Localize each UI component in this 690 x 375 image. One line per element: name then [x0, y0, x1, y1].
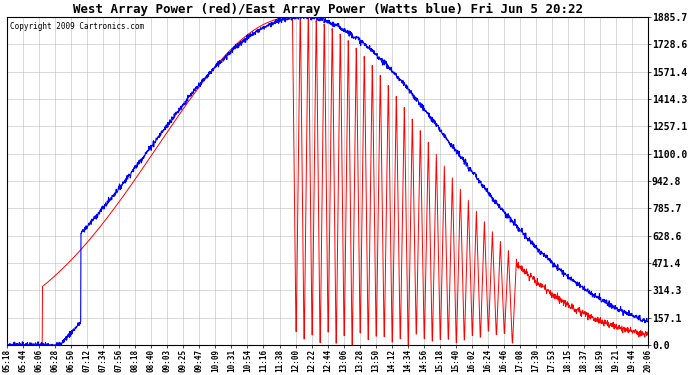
Text: Copyright 2009 Cartronics.com: Copyright 2009 Cartronics.com: [10, 22, 145, 31]
Title: West Array Power (red)/East Array Power (Watts blue) Fri Jun 5 20:22: West Array Power (red)/East Array Power …: [72, 3, 582, 16]
